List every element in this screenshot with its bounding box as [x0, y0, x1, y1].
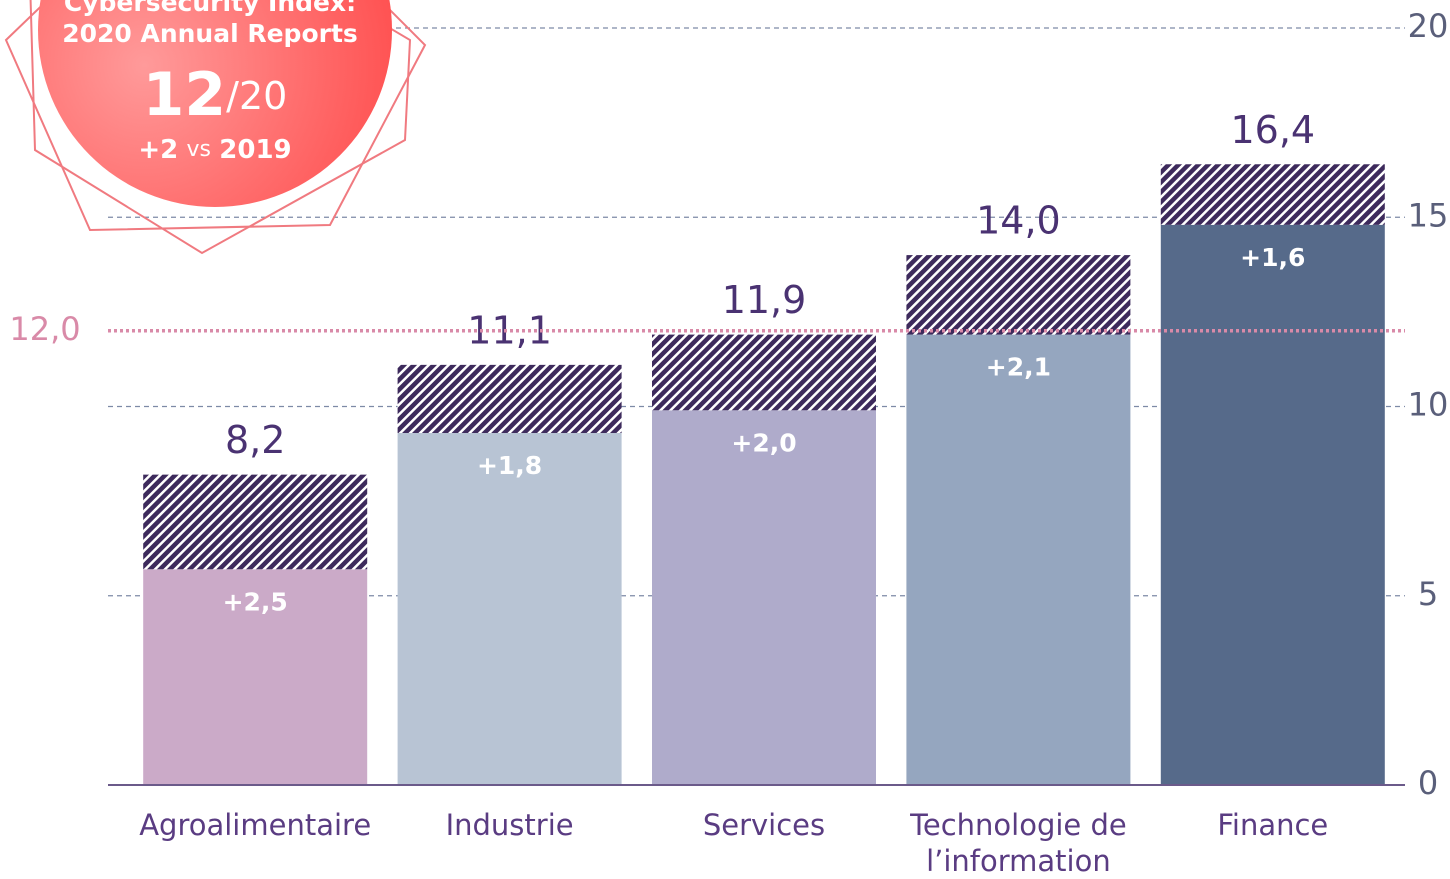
badge-score-max: /20 [226, 74, 287, 118]
badge-title: Cybersecurity Index: [64, 0, 356, 17]
increase-label: +1,8 [477, 451, 542, 480]
increase-label: +2,0 [731, 428, 796, 457]
badge-score-value: 12 [143, 60, 227, 130]
badge: Cybersecurity Index: 2020 Annual Reports… [4, 0, 427, 255]
total-label: 8,2 [225, 418, 285, 462]
increase-label: +2,1 [986, 353, 1051, 382]
bar-segment [1160, 224, 1385, 785]
bar-segment [652, 334, 876, 411]
badge-vs: vs [187, 137, 211, 162]
y-tick-label: 0 [1418, 764, 1438, 802]
y-tick-label: 20 [1408, 7, 1449, 45]
total-label: 14,0 [976, 199, 1061, 243]
total-label: 16,4 [1230, 108, 1315, 152]
total-label: 11,9 [722, 278, 807, 322]
bar-segment [397, 432, 622, 785]
bar-segment [143, 474, 368, 570]
badge-title: 2020 Annual Reports [62, 19, 358, 48]
badge-score: 12/20 [143, 60, 288, 130]
reference-label: 12,0 [9, 310, 80, 348]
badge-change-value: +2 [138, 135, 178, 165]
bar-segment [143, 569, 368, 785]
plot: 0 5 10 15 20 +2,5 8,2 +1,8 11,1 +2,0 11,9 +2,1 14,0 +… [9, 7, 1448, 802]
badge-circle [38, 0, 392, 207]
increase-label: +2,5 [223, 587, 288, 616]
badge-change: +2 vs 2019 [138, 135, 291, 165]
x-tick-label: Agroalimentaire [139, 808, 372, 842]
bar-segment [1160, 164, 1385, 225]
badge-hexagon [29, 0, 412, 255]
bar-segment [397, 364, 622, 433]
y-tick-label: 10 [1408, 386, 1449, 424]
x-tick-label: Technologie de l’information [910, 808, 1127, 878]
badge-year: 2019 [219, 135, 291, 165]
bar-segment [906, 334, 1131, 785]
bar-segment [652, 410, 876, 785]
y-tick-label: 15 [1408, 196, 1449, 234]
x-tick-label: Services [702, 808, 826, 842]
total-label: 11,1 [467, 308, 552, 352]
y-tick-label: 5 [1418, 575, 1438, 613]
x-tick-label: Finance [1217, 808, 1329, 842]
x-tick-label: Industrie [445, 808, 574, 842]
increase-label: +1,6 [1240, 243, 1305, 272]
bar-segment [906, 255, 1131, 335]
badge-hexagon [4, 0, 427, 232]
